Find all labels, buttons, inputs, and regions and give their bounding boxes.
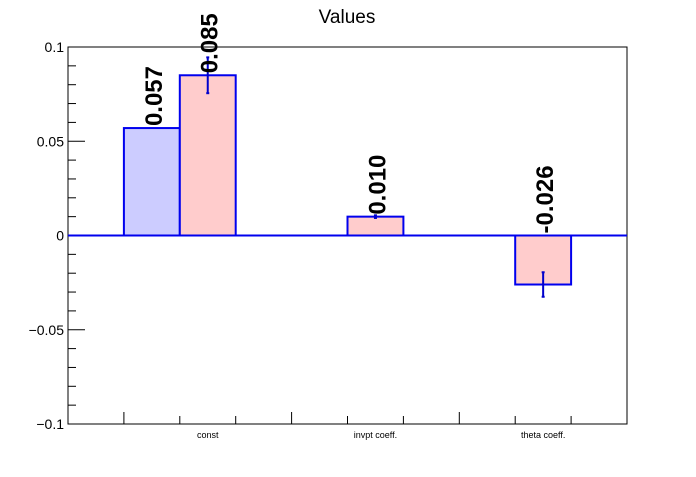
category-label: theta coeff. [521, 430, 565, 440]
chart-title: Values [319, 7, 376, 28]
y-tick-label: −0.1 [36, 416, 64, 432]
bar [346, 215, 405, 237]
bar [178, 74, 237, 237]
data-label: -0.026 [532, 165, 559, 233]
data-label: 0.057 [141, 66, 168, 126]
category-label: const [197, 430, 219, 440]
y-tick-label: 0 [56, 228, 64, 244]
y-tick-label: 0.05 [37, 133, 64, 149]
category-label: invpt coeff. [354, 430, 397, 440]
data-label: 0.085 [197, 13, 224, 73]
bar [122, 127, 181, 237]
y-tick-label: −0.05 [29, 322, 65, 338]
y-tick-label: 0.1 [45, 39, 65, 55]
data-label: 0.010 [364, 155, 391, 215]
